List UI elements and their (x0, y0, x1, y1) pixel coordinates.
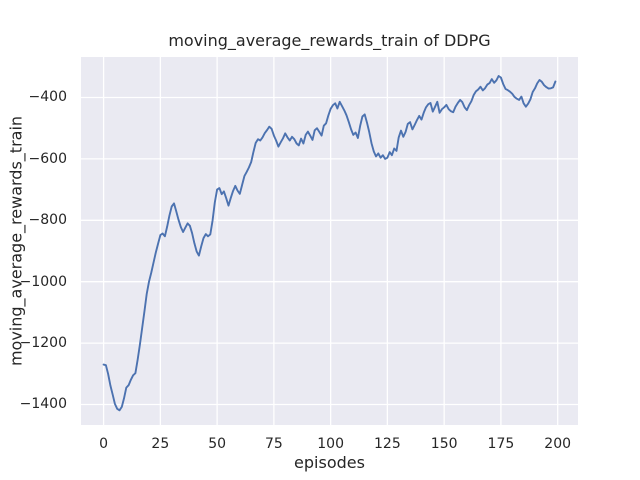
plot-area (81, 57, 578, 425)
x-tick-label: 100 (317, 436, 344, 452)
y-axis-label: moving_average_rewards_train (6, 115, 26, 367)
chart-title: moving_average_rewards_train of DDPG (168, 31, 491, 50)
x-tick-label: 25 (151, 436, 170, 452)
x-tick-label: 75 (264, 436, 283, 452)
y-tick-label: −1200 (19, 335, 67, 352)
x-tick-label: 0 (99, 436, 109, 452)
x-tick-label: 200 (544, 436, 572, 452)
gridlines (81, 57, 578, 425)
y-tick-label: −1000 (19, 273, 67, 290)
x-tick-label: 175 (487, 436, 515, 452)
x-axis-label: episodes (294, 453, 365, 472)
y-tick-label: −1400 (19, 396, 67, 413)
reward-line-series (102, 75, 557, 412)
y-tick-label: −800 (28, 212, 67, 229)
x-tick-label: 150 (430, 436, 458, 452)
y-tick-label: −600 (28, 150, 67, 167)
x-tick-label: 125 (374, 436, 401, 452)
x-tick-label: 50 (208, 436, 227, 452)
y-tick-label: −400 (28, 89, 67, 106)
